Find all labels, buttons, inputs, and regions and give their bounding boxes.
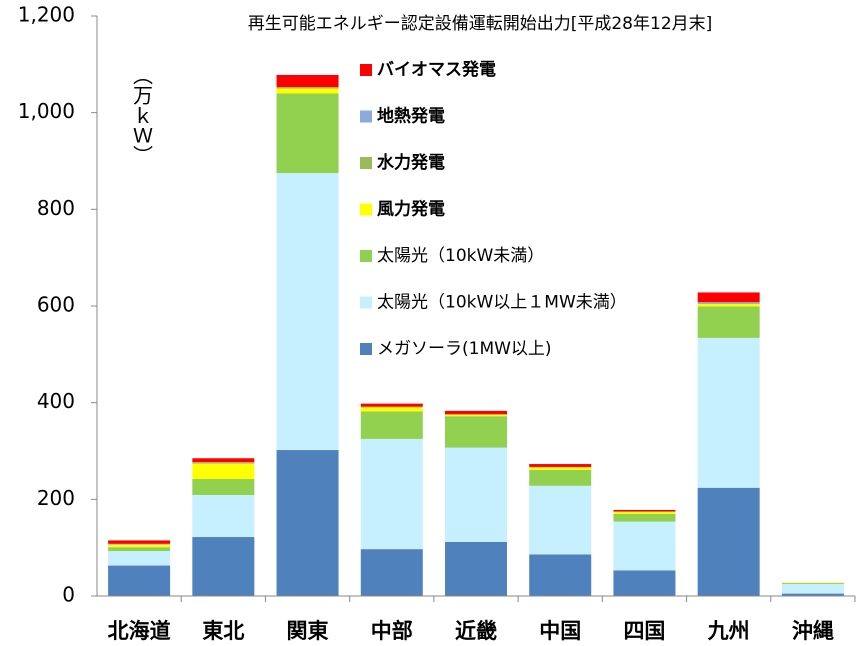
bar-segment [445, 410, 507, 415]
x-tick-label: 中部 [371, 619, 413, 643]
bar-segment [613, 521, 676, 571]
bar-segment [360, 411, 423, 439]
legend-label: 水力発電 [377, 152, 445, 173]
bar-segment [781, 582, 844, 584]
bar-segment [613, 513, 676, 522]
y-tick-label: 0 [62, 583, 75, 607]
bar-segment [108, 565, 171, 596]
bar-segment [697, 302, 760, 304]
bar-segment [192, 479, 255, 495]
chart-title: 再生可能エネルギー認定設備運転開始出力[平成28年12月末] [248, 14, 713, 34]
legend-label: バイオマス発電 [377, 59, 496, 80]
bar-segment [276, 87, 339, 89]
legend-label: 太陽光（10kW以上１MW未満） [377, 293, 627, 313]
bar-segment [108, 551, 171, 566]
bar-segment [529, 469, 592, 486]
bar-segment [613, 511, 676, 514]
legend-swatch [360, 296, 372, 309]
x-tick-label: 東北 [202, 619, 244, 643]
bar-segment [697, 306, 760, 338]
x-tick-label: 中国 [539, 619, 581, 643]
x-tick-label: 北海道 [108, 619, 171, 643]
bar-segment [276, 450, 339, 596]
bar-segment [445, 447, 507, 542]
bar-segment [276, 93, 339, 174]
bar-segment [697, 292, 760, 303]
bar-segment [360, 549, 423, 596]
bar-segment [360, 403, 423, 407]
bar-segment [445, 416, 507, 448]
y-tick-label: 200 [37, 486, 75, 510]
bar-segment [276, 173, 339, 451]
bar-segment [276, 74, 339, 88]
bar-segment [697, 487, 760, 596]
bar-segment [529, 485, 592, 555]
bar-segment [108, 540, 171, 544]
x-tick-label: 四国 [623, 619, 665, 643]
bar-segment [192, 537, 255, 596]
bar-segment [360, 407, 423, 412]
x-tick-label: 近畿 [455, 619, 497, 643]
bar-segment [276, 88, 339, 94]
y-tick-label: 800 [37, 196, 75, 220]
legend-swatch [360, 64, 372, 76]
bar-segment [781, 583, 844, 594]
legend-swatch [360, 110, 372, 123]
bar-segment [192, 494, 255, 538]
bar-segment [192, 458, 255, 463]
bar-segment [445, 541, 507, 596]
bar-segment [445, 414, 507, 417]
legend-label: 地熱発電 [377, 106, 445, 127]
bar-segment [697, 337, 760, 488]
legend-swatch [360, 157, 372, 169]
bar-segment [529, 467, 592, 470]
bar-segment [697, 304, 760, 307]
bar-segment [108, 547, 171, 552]
y-tick-label: 1,000 [18, 99, 75, 123]
x-tick-label: 九州 [707, 619, 750, 643]
legend-label: 太陽光（10kW未満） [377, 246, 544, 266]
x-tick-label: 関東 [287, 619, 329, 643]
y-tick-label: 600 [37, 293, 75, 317]
bar-segment [529, 554, 592, 596]
y-axis-label: （万ｋＷ） [130, 65, 154, 165]
bar-segment [529, 464, 592, 467]
bar-segment [781, 593, 844, 596]
legend-swatch [360, 250, 372, 262]
bar-segment [360, 438, 423, 550]
legend-label: 風力発電 [377, 199, 445, 220]
x-tick-label: 沖縄 [792, 619, 834, 643]
legend-label: メガソーラ(1MW以上) [377, 339, 552, 359]
legend-swatch [360, 203, 372, 216]
bar-segment [192, 463, 255, 480]
bar-segment [108, 544, 171, 548]
bar-segment [192, 462, 255, 464]
y-tick-label: 400 [37, 389, 75, 413]
y-tick-label: 1,200 [18, 3, 75, 27]
bar-segment [613, 509, 676, 512]
legend-swatch [360, 343, 372, 355]
bar-segment [360, 406, 423, 408]
bar-segment [613, 570, 676, 596]
